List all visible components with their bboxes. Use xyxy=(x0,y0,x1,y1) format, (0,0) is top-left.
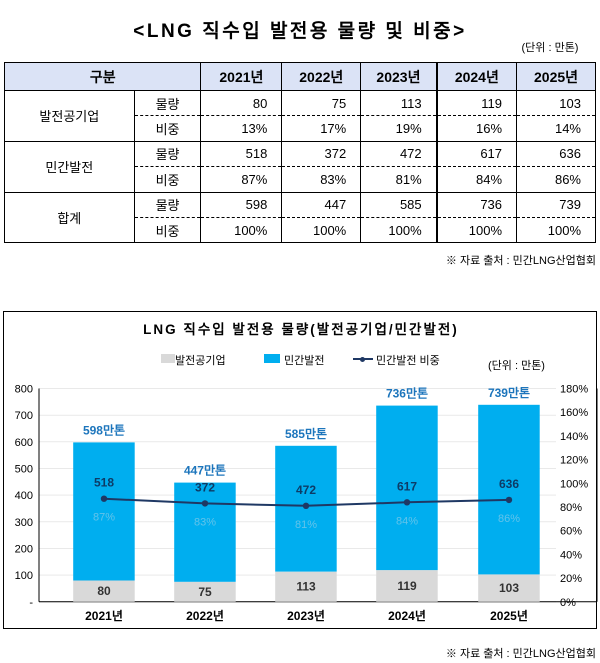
svg-text:636: 636 xyxy=(499,477,519,491)
svg-text:119: 119 xyxy=(397,579,417,593)
svg-text:447만톤: 447만톤 xyxy=(184,463,226,478)
svg-text:80%: 80% xyxy=(560,502,582,514)
svg-text:372: 372 xyxy=(195,480,215,494)
svg-text:80: 80 xyxy=(97,584,111,598)
svg-text:0%: 0% xyxy=(560,597,576,609)
svg-text:2022년: 2022년 xyxy=(186,609,224,623)
svg-text:75: 75 xyxy=(198,585,212,599)
svg-text:617: 617 xyxy=(397,479,417,493)
svg-text:113: 113 xyxy=(296,580,316,594)
svg-text:2023년: 2023년 xyxy=(287,609,325,623)
svg-text:120%: 120% xyxy=(560,455,588,467)
svg-text:160%: 160% xyxy=(560,407,588,419)
svg-text:140%: 140% xyxy=(560,431,588,443)
svg-text:2024년: 2024년 xyxy=(388,609,426,623)
svg-text:739만톤: 739만톤 xyxy=(488,385,530,400)
svg-text:200: 200 xyxy=(15,544,33,556)
svg-text:100: 100 xyxy=(15,570,33,582)
svg-text:86%: 86% xyxy=(498,513,520,525)
svg-text:700: 700 xyxy=(15,410,33,422)
svg-text:60%: 60% xyxy=(560,526,582,538)
svg-text:84%: 84% xyxy=(396,515,418,527)
svg-text:598만톤: 598만톤 xyxy=(83,422,125,437)
svg-text:81%: 81% xyxy=(295,519,317,531)
svg-text:20%: 20% xyxy=(560,573,582,585)
svg-text:400: 400 xyxy=(15,490,33,502)
svg-text:736만톤: 736만톤 xyxy=(386,386,428,401)
svg-text:103: 103 xyxy=(499,581,519,595)
svg-text:600: 600 xyxy=(15,437,33,449)
svg-text:40%: 40% xyxy=(560,549,582,561)
svg-text:-: - xyxy=(29,597,33,609)
svg-text:300: 300 xyxy=(15,517,33,529)
svg-text:472: 472 xyxy=(296,483,316,497)
svg-text:500: 500 xyxy=(15,464,33,476)
svg-text:100%: 100% xyxy=(560,478,588,490)
svg-text:83%: 83% xyxy=(194,516,216,528)
svg-text:585만톤: 585만톤 xyxy=(285,426,327,441)
svg-text:87%: 87% xyxy=(93,512,115,524)
svg-text:518: 518 xyxy=(94,476,114,490)
svg-text:800: 800 xyxy=(15,384,33,396)
svg-text:2021년: 2021년 xyxy=(85,609,123,623)
svg-text:2025년: 2025년 xyxy=(490,609,528,623)
svg-text:180%: 180% xyxy=(560,384,588,396)
